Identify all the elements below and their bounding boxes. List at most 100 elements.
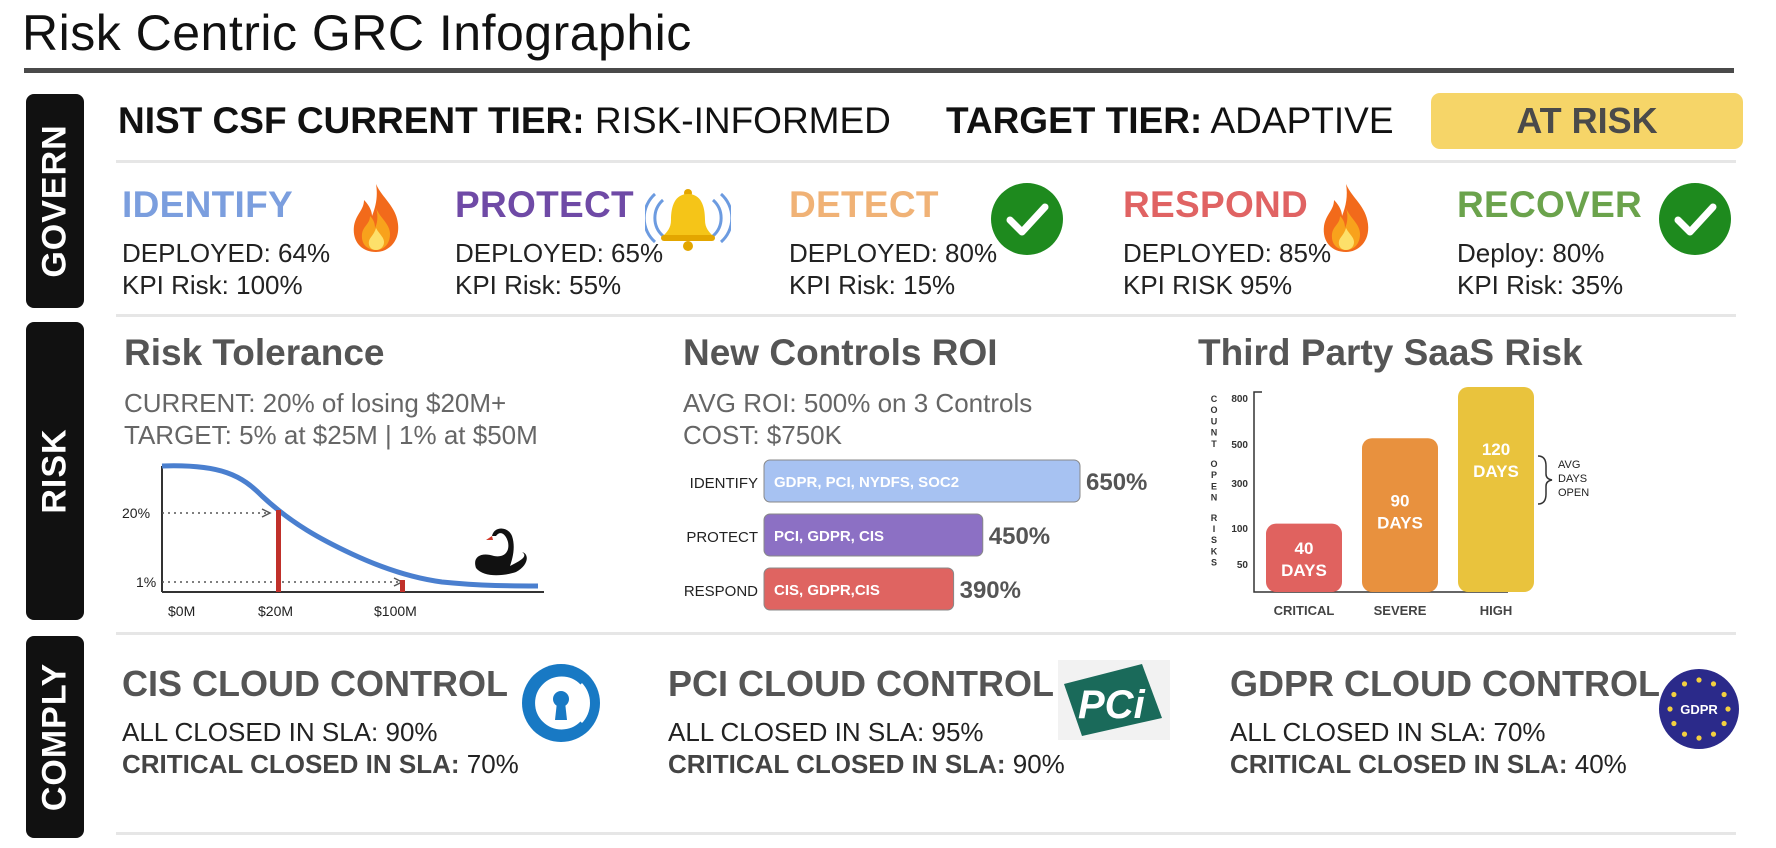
cis-critical-label: CRITICAL CLOSED IN SLA: <box>122 749 460 779</box>
detect-title: DETECT <box>789 184 939 225</box>
y-axis-title-letter: O <box>1210 459 1217 469</box>
divider <box>116 832 1736 835</box>
risk-tolerance-chart: 20% 1% $0M $20M $100M <box>122 463 544 619</box>
x-category-label: CRITICAL <box>1274 603 1335 618</box>
detect-kpi: KPI Risk: 15% <box>789 270 956 300</box>
cis-critical-closed: CRITICAL CLOSED IN SLA: 70% <box>122 749 519 780</box>
y-axis-title-letter: U <box>1211 416 1218 426</box>
gdpr-critical-value: 40% <box>1574 749 1627 779</box>
gdpr-logo-icon: GDPR <box>1659 669 1739 749</box>
y-axis-title-letter: P <box>1211 470 1217 480</box>
saas-risk-chart: COUNTOPENRISKS8005003001005040DAYSCRITIC… <box>1210 387 1589 618</box>
pci-critical-label: CRITICAL CLOSED IN SLA: <box>668 749 1006 779</box>
roi-value-label: 390% <box>960 577 1021 604</box>
current-tier-label: NIST CSF CURRENT TIER: <box>118 100 585 141</box>
saas-bar-unit: DAYS <box>1281 561 1327 580</box>
x-tick-0m: $0M <box>168 603 195 619</box>
fire-icon <box>353 184 399 252</box>
cis-title: CIS CLOUD CONTROL <box>122 663 508 704</box>
roi-value-label: 650% <box>1086 469 1147 496</box>
respond-kpi: KPI RISK 95% <box>1123 270 1293 300</box>
comply-section-tab: COMPLY <box>26 636 84 838</box>
divider <box>116 160 1736 163</box>
cis-logo-icon <box>522 664 600 742</box>
roi-bar <box>763 459 1081 503</box>
identify-deployed: DEPLOYED: 64% <box>122 238 331 268</box>
respond-title: RESPOND <box>1123 184 1309 225</box>
check-circle-icon <box>991 183 1063 255</box>
y-tick-label: 100 <box>1231 524 1248 535</box>
alarm-bell-icon <box>645 189 731 251</box>
y-tick-label: 300 <box>1231 479 1248 490</box>
y-axis-title-letter: O <box>1210 405 1217 415</box>
recover-kpi: KPI Risk: 35% <box>1457 270 1624 300</box>
gdpr-critical-closed: CRITICAL CLOSED IN SLA: 40% <box>1230 749 1627 780</box>
marker-20m <box>276 510 281 592</box>
roi-title: New Controls ROI <box>683 332 998 373</box>
roi-category-label: PROTECT <box>686 529 758 546</box>
third-party-title: Third Party SaaS Risk <box>1198 332 1583 373</box>
saas-bar <box>1458 387 1534 592</box>
govern-section-tab: GOVERN <box>26 94 84 308</box>
svg-text:PCi: PCi <box>1078 683 1146 727</box>
roi-bar-chart: IDENTIFY GDPR, PCI, NYDFS, SOC2 650% PROTEC… <box>684 459 1147 611</box>
y-axis-title-letter: S <box>1211 558 1217 568</box>
pci-critical-value: 90% <box>1012 749 1065 779</box>
recover-title: RECOVER <box>1457 184 1643 225</box>
current-tier-value: RISK-INFORMED <box>594 100 891 141</box>
pci-all-closed: ALL CLOSED IN SLA: 95% <box>668 717 984 747</box>
gdpr-critical-label: CRITICAL CLOSED IN SLA: <box>1230 749 1568 779</box>
y-tick-label: 800 <box>1231 394 1248 405</box>
govern-label: GOVERN <box>35 124 74 278</box>
detect-deployed: DEPLOYED: 80% <box>789 238 998 268</box>
pci-title: PCI CLOUD CONTROL <box>668 663 1054 704</box>
y-axis-title-letter: R <box>1211 513 1218 523</box>
risk-section-tab: RISK <box>26 322 84 620</box>
black-swan-icon <box>475 528 527 576</box>
risk-label: RISK <box>35 428 74 514</box>
divider <box>116 632 1736 635</box>
arrow-20 <box>261 508 272 518</box>
current-tier: NIST CSF CURRENT TIER: RISK-INFORMED <box>118 100 891 142</box>
x-tick-20m: $20M <box>258 603 293 619</box>
roi-category-label: IDENTIFY <box>690 475 758 492</box>
x-category-label: SEVERE <box>1374 603 1427 618</box>
identify-title: IDENTIFY <box>122 184 293 225</box>
protect-deployed: DEPLOYED: 65% <box>455 238 664 268</box>
protect-title: PROTECT <box>455 184 634 225</box>
saas-bar-unit: DAYS <box>1473 462 1519 481</box>
annotation-label: OPEN <box>1558 487 1589 499</box>
protect-kpi: KPI Risk: 55% <box>455 270 622 300</box>
roi-value-label: 450% <box>989 523 1050 550</box>
x-tick-100m: $100M <box>374 603 417 619</box>
comply-label: COMPLY <box>35 662 74 812</box>
risk-tolerance-current: CURRENT: 20% of losing $20M+ <box>124 388 507 418</box>
status-badge: AT RISK <box>1431 93 1743 149</box>
identify-kpi: KPI Risk: 100% <box>122 270 303 300</box>
y-tick-label: 500 <box>1231 440 1248 451</box>
page-title: Risk Centric GRC Infographic <box>22 5 692 61</box>
y-tick-1: 1% <box>136 574 156 590</box>
roi-bar-label: PCI, GDPR, CIS <box>774 528 884 545</box>
saas-bar-unit: DAYS <box>1377 513 1423 532</box>
risk-tolerance-target: TARGET: 5% at $25M | 1% at $50M <box>124 420 538 450</box>
recover-deployed: Deploy: 80% <box>1457 238 1605 268</box>
target-tier-label: TARGET TIER: <box>946 100 1203 141</box>
roi-avg: AVG ROI: 500% on 3 Controls <box>683 388 1033 418</box>
annotation-brace <box>1537 455 1553 505</box>
pci-logo-icon: PCi <box>1058 660 1170 740</box>
target-tier: TARGET TIER: ADAPTIVE <box>946 100 1394 142</box>
roi-bar <box>763 513 984 557</box>
y-tick-20: 20% <box>122 505 150 521</box>
roi-category-label: RESPOND <box>684 583 758 600</box>
y-axis-title-letter: K <box>1211 546 1218 556</box>
saas-bar <box>1266 523 1342 592</box>
annotation-label: DAYS <box>1558 473 1587 485</box>
tolerance-curve <box>161 463 539 589</box>
roi-bar <box>763 567 955 611</box>
cis-critical-value: 70% <box>466 749 519 779</box>
y-axis-title-letter: T <box>1211 439 1217 449</box>
roi-cost: COST: $750K <box>683 420 842 450</box>
annotation-label: AVG <box>1558 459 1580 471</box>
title-divider <box>24 68 1734 73</box>
